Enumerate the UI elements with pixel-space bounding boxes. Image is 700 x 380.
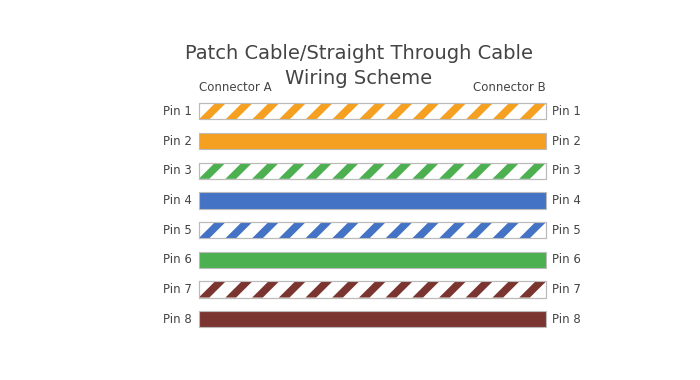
Polygon shape — [493, 282, 519, 298]
Bar — [199, 252, 546, 268]
Bar — [199, 103, 546, 119]
Polygon shape — [412, 282, 440, 298]
Polygon shape — [279, 103, 306, 119]
Polygon shape — [252, 163, 279, 179]
Polygon shape — [332, 163, 359, 179]
Polygon shape — [493, 103, 519, 119]
Polygon shape — [359, 163, 386, 179]
Polygon shape — [359, 103, 386, 119]
Polygon shape — [466, 163, 493, 179]
Text: Pin 5: Pin 5 — [552, 224, 581, 237]
Polygon shape — [279, 282, 306, 298]
Text: Pin 1: Pin 1 — [163, 105, 193, 118]
Text: Pin 6: Pin 6 — [163, 253, 193, 266]
Polygon shape — [573, 282, 599, 298]
Polygon shape — [199, 103, 225, 119]
Polygon shape — [386, 103, 412, 119]
Polygon shape — [305, 222, 332, 238]
Text: Patch Cable/Straight Through Cable
Wiring Scheme: Patch Cable/Straight Through Cable Wirin… — [185, 44, 533, 88]
Polygon shape — [412, 222, 440, 238]
Text: Connector B: Connector B — [473, 81, 546, 94]
Polygon shape — [172, 222, 199, 238]
Polygon shape — [359, 222, 386, 238]
Polygon shape — [279, 163, 306, 179]
Polygon shape — [519, 103, 546, 119]
Bar — [199, 133, 546, 149]
Bar — [199, 163, 546, 179]
Bar — [199, 192, 546, 209]
Polygon shape — [466, 222, 493, 238]
Text: Pin 4: Pin 4 — [552, 194, 581, 207]
Text: Pin 1: Pin 1 — [552, 105, 581, 118]
Polygon shape — [493, 222, 519, 238]
Text: Pin 7: Pin 7 — [163, 283, 193, 296]
Polygon shape — [546, 103, 573, 119]
Polygon shape — [172, 282, 199, 298]
Polygon shape — [466, 282, 493, 298]
Polygon shape — [225, 222, 252, 238]
Polygon shape — [225, 163, 252, 179]
Polygon shape — [305, 282, 332, 298]
Bar — [199, 311, 546, 327]
Polygon shape — [573, 222, 599, 238]
Bar — [199, 103, 546, 119]
Bar — [199, 222, 546, 238]
Polygon shape — [386, 163, 412, 179]
Polygon shape — [519, 222, 546, 238]
Text: Pin 7: Pin 7 — [552, 283, 581, 296]
Text: Pin 3: Pin 3 — [164, 164, 193, 177]
Bar — [199, 163, 546, 179]
Polygon shape — [199, 222, 225, 238]
Polygon shape — [279, 222, 306, 238]
Bar — [199, 222, 546, 238]
Polygon shape — [439, 103, 466, 119]
Polygon shape — [199, 163, 225, 179]
Polygon shape — [412, 163, 440, 179]
Text: Pin 8: Pin 8 — [164, 313, 193, 326]
Polygon shape — [332, 103, 359, 119]
Text: Pin 3: Pin 3 — [552, 164, 581, 177]
Polygon shape — [252, 282, 279, 298]
Bar — [199, 103, 546, 119]
Polygon shape — [199, 282, 225, 298]
Polygon shape — [412, 103, 440, 119]
Polygon shape — [519, 163, 546, 179]
Polygon shape — [386, 282, 412, 298]
Text: Pin 2: Pin 2 — [552, 135, 581, 147]
Text: Pin 4: Pin 4 — [163, 194, 193, 207]
Polygon shape — [252, 222, 279, 238]
Polygon shape — [546, 163, 573, 179]
Polygon shape — [332, 222, 359, 238]
Bar — [199, 222, 546, 238]
Bar — [199, 163, 546, 179]
Polygon shape — [519, 282, 546, 298]
Polygon shape — [252, 103, 279, 119]
Bar — [199, 282, 546, 298]
Polygon shape — [546, 282, 573, 298]
Text: Pin 8: Pin 8 — [552, 313, 581, 326]
Text: Pin 5: Pin 5 — [164, 224, 193, 237]
Polygon shape — [332, 282, 359, 298]
Polygon shape — [225, 103, 252, 119]
Text: Pin 6: Pin 6 — [552, 253, 581, 266]
Text: Pin 2: Pin 2 — [163, 135, 193, 147]
Polygon shape — [172, 103, 199, 119]
Polygon shape — [573, 163, 599, 179]
Polygon shape — [493, 163, 519, 179]
Polygon shape — [546, 222, 573, 238]
Polygon shape — [305, 163, 332, 179]
Polygon shape — [359, 282, 386, 298]
Text: Connector A: Connector A — [199, 81, 272, 94]
Polygon shape — [172, 163, 199, 179]
Polygon shape — [466, 103, 493, 119]
Polygon shape — [225, 282, 252, 298]
Polygon shape — [573, 103, 599, 119]
Polygon shape — [439, 222, 466, 238]
Polygon shape — [305, 103, 332, 119]
Bar — [199, 282, 546, 298]
Polygon shape — [386, 222, 412, 238]
Bar — [199, 282, 546, 298]
Polygon shape — [439, 163, 466, 179]
Polygon shape — [439, 282, 466, 298]
